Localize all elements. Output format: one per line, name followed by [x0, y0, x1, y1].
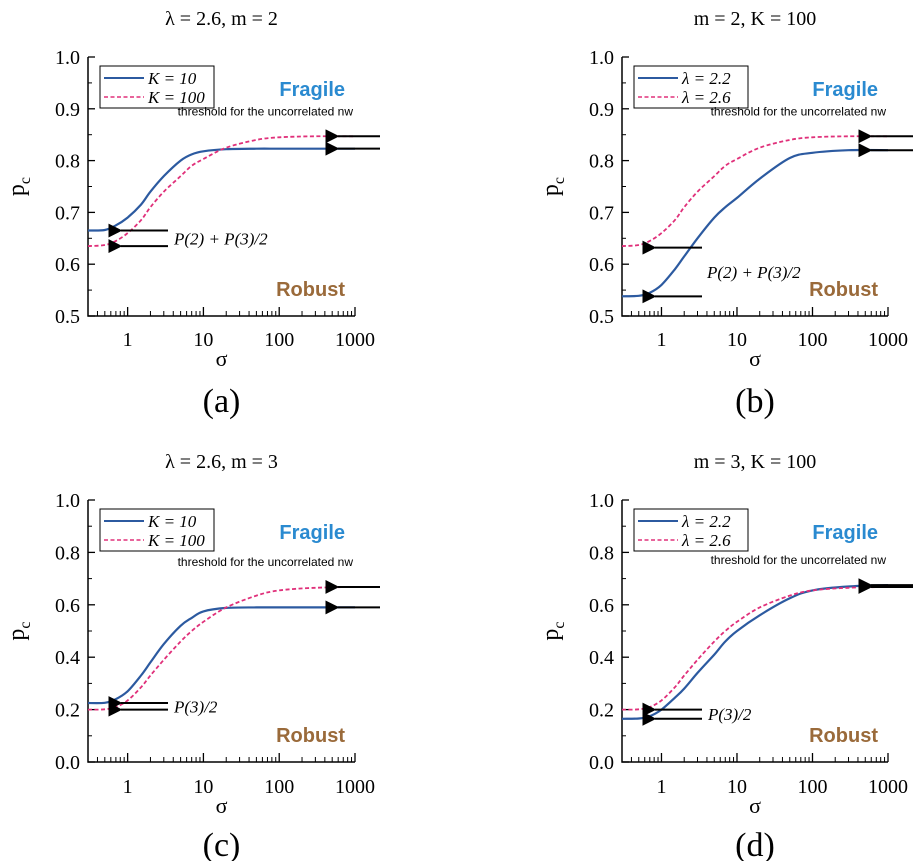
series-line-2 [621, 135, 889, 247]
threshold-label: threshold for the uncorrelated nw [711, 553, 887, 567]
legend-label: λ = 2.6 [681, 88, 731, 107]
y-tick-label: 1.0 [589, 490, 614, 512]
x-tick-label: 10 [727, 776, 747, 798]
fragile-label: Fragile [279, 522, 345, 544]
threshold-label: threshold for the uncorrelated nw [711, 104, 887, 118]
chart-panel-1: λ = 2.6, m = 2 0.5 0.6 0.7 0.8 0.9 1.0 1 10 100 10… [4, 8, 380, 420]
y-tick-label: 0.8 [55, 542, 80, 564]
series-line-2 [621, 586, 889, 711]
panel-caption: (c) [203, 827, 241, 861]
series-line-1 [621, 584, 889, 720]
x-axis-label: σ [216, 793, 228, 818]
robust-label: Robust [276, 279, 345, 301]
formula-label: P(3)/2 [173, 697, 218, 716]
x-tick-label: 1 [656, 776, 666, 798]
y-tick-label: 0.6 [55, 595, 80, 617]
x-tick-label: 100 [797, 329, 827, 351]
chart-panel-3: λ = 2.6, m = 3 0.0 0.2 0.4 0.6 0.8 1.0 1 10 100 10… [4, 451, 380, 861]
y-axis-label: pc [4, 177, 34, 196]
y-tick-label: 0.0 [589, 752, 614, 774]
series-line-1 [87, 147, 355, 232]
y-tick-label: 0.6 [55, 254, 80, 276]
series-line-1 [87, 606, 355, 705]
fragile-label: Fragile [279, 79, 345, 101]
y-tick-label: 0.4 [55, 647, 80, 669]
legend-box [633, 65, 749, 109]
robust-label: Robust [276, 725, 345, 747]
fragile-label: Fragile [812, 79, 878, 101]
y-tick-label: 0.6 [589, 595, 614, 617]
x-tick-label: 1000 [868, 776, 908, 798]
x-axis-label: σ [749, 793, 761, 818]
panel-title: m = 2, K = 100 [694, 8, 817, 30]
y-axis-label: pc [4, 621, 34, 640]
y-tick-label: 0.8 [589, 542, 614, 564]
chart-panel-2: m = 2, K = 100 0.5 0.6 0.7 0.8 0.9 1.0 1 10 100 10… [538, 8, 913, 420]
panel-caption: (d) [735, 827, 775, 861]
legend-label: K = 100 [147, 531, 205, 550]
x-tick-label: 1 [123, 776, 133, 798]
robust-label: Robust [809, 279, 878, 301]
panel-title: λ = 2.6, m = 3 [165, 451, 278, 473]
y-tick-label: 0.7 [589, 202, 614, 224]
threshold-label: threshold for the uncorrelated nw [178, 555, 354, 569]
legend-box [99, 508, 215, 552]
x-tick-label: 100 [797, 776, 827, 798]
x-tick-label: 10 [727, 329, 747, 351]
threshold-label: threshold for the uncorrelated nw [178, 104, 354, 118]
formula-label: P(3)/2 [707, 705, 752, 724]
x-tick-label: 10 [193, 329, 213, 351]
y-tick-label: 0.2 [55, 700, 80, 722]
series-line-2 [87, 135, 356, 247]
y-tick-label: 0.0 [55, 752, 80, 774]
x-tick-label: 100 [264, 776, 294, 798]
y-tick-label: 1.0 [55, 47, 80, 69]
y-tick-label: 1.0 [589, 47, 614, 69]
x-tick-label: 1000 [335, 776, 375, 798]
legend-label: λ = 2.6 [681, 531, 731, 550]
panel-title: m = 3, K = 100 [694, 451, 817, 473]
y-tick-label: 0.4 [589, 647, 614, 669]
panel-caption: (b) [735, 383, 775, 420]
y-axis-label: pc [538, 177, 568, 196]
y-tick-label: 0.2 [589, 700, 614, 722]
legend-label: K = 10 [147, 69, 197, 88]
formula-label: P(2) + P(3)/2 [706, 263, 801, 282]
panel-caption: (a) [203, 383, 241, 420]
y-tick-label: 0.9 [589, 99, 614, 121]
x-tick-label: 1000 [335, 329, 375, 351]
x-tick-label: 1000 [868, 329, 908, 351]
legend-label: λ = 2.2 [681, 512, 731, 531]
fragile-label: Fragile [812, 522, 878, 544]
legend-label: K = 10 [147, 512, 197, 531]
y-tick-label: 0.7 [55, 202, 80, 224]
x-axis-label: σ [749, 346, 761, 371]
formula-label: P(2) + P(3)/2 [173, 229, 268, 248]
robust-label: Robust [809, 725, 878, 747]
y-tick-label: 0.5 [55, 306, 80, 328]
x-tick-label: 1 [123, 329, 133, 351]
x-tick-label: 100 [264, 329, 294, 351]
y-tick-label: 0.8 [589, 151, 614, 173]
series-line-2 [87, 586, 356, 711]
x-tick-label: 1 [656, 329, 666, 351]
legend-box [99, 65, 215, 109]
y-tick-label: 0.5 [589, 306, 614, 328]
legend-label: λ = 2.2 [681, 69, 731, 88]
y-axis-label: pc [538, 621, 568, 640]
y-tick-label: 0.6 [589, 254, 614, 276]
panel-title: λ = 2.6, m = 2 [165, 8, 278, 30]
legend-label: K = 100 [147, 88, 205, 107]
x-axis-label: σ [216, 346, 228, 371]
x-tick-label: 10 [193, 776, 213, 798]
chart-panel-4: m = 3, K = 100 0.0 0.2 0.4 0.6 0.8 1.0 1 10 100 10… [538, 451, 913, 861]
y-tick-label: 1.0 [55, 490, 80, 512]
legend-box [633, 508, 749, 552]
y-tick-label: 0.9 [55, 99, 80, 121]
y-tick-label: 0.8 [55, 151, 80, 173]
